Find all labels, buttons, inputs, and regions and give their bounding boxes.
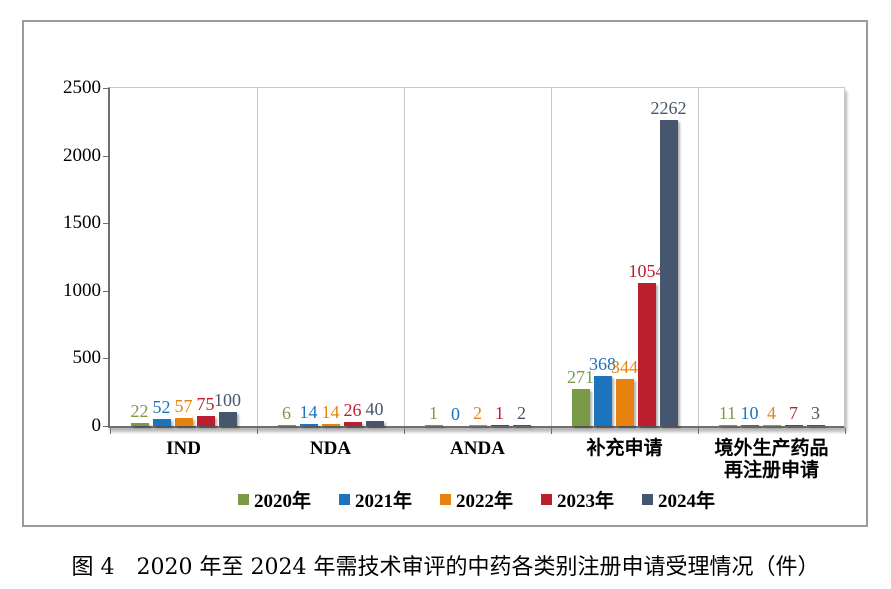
bar-value-label: 52 xyxy=(152,396,171,417)
bar-value-label: 271 xyxy=(567,367,594,388)
x-axis-tick-mark xyxy=(257,428,258,434)
bar-2022年-境外生产药品 再注册申请 xyxy=(762,424,781,426)
y-axis-tick-label: 0 xyxy=(91,415,102,436)
y-axis-tick-mark xyxy=(103,223,110,225)
bar-2024年-NDA xyxy=(365,420,384,426)
y-axis-tick-label: 2500 xyxy=(63,77,101,98)
category-label-补充申请: 补充申请 xyxy=(586,438,663,459)
bar-value-label: 4 xyxy=(767,402,776,423)
x-axis-tick-mark xyxy=(698,428,699,434)
bar-2022年-补充申请 xyxy=(615,379,634,426)
legend-swatch-icon xyxy=(439,493,451,505)
x-axis-tick-mark xyxy=(110,428,111,434)
bar-value-label: 7 xyxy=(789,402,798,423)
y-axis-tick-label: 1500 xyxy=(63,212,101,234)
y-axis-tick-mark xyxy=(103,426,110,427)
bar-2024年-境外生产药品 再注册申请 xyxy=(806,424,825,426)
legend: 2020年 2021年 2022年 2023年 2024年 xyxy=(108,486,845,513)
y-axis-tick-mark xyxy=(103,358,110,360)
legend-item-2023年: 2023年 xyxy=(541,486,614,513)
bar-value-label: 344 xyxy=(611,357,638,378)
legend-swatch-icon xyxy=(541,493,552,505)
legend-item-2022年: 2022年 xyxy=(439,486,513,513)
category-label-NDA: NDA xyxy=(309,438,352,459)
bar-2020年-境外生产药品 再注册申请 xyxy=(718,424,737,426)
legend-label: 2023年 xyxy=(557,490,615,512)
bar-2024年-补充申请 xyxy=(659,120,678,426)
bar-value-label: 1054 xyxy=(628,261,665,282)
bar-value-label: 11 xyxy=(718,402,737,423)
plot-area xyxy=(108,87,845,428)
panel-divider xyxy=(257,88,258,426)
y-axis-tick-label: 2000 xyxy=(63,144,101,166)
panel-divider xyxy=(404,88,405,426)
bar-2024年-ANDA xyxy=(512,424,531,426)
legend-item-2024年: 2024年 xyxy=(642,486,715,513)
bar-value-label: 100 xyxy=(214,390,241,411)
bar-value-label: 0 xyxy=(451,404,460,424)
category-label-境外生产药品: 境外生产药品 再注册申请 xyxy=(714,438,829,482)
legend-label: 2020年 xyxy=(253,490,311,512)
bar-2020年-补充申请 xyxy=(571,389,590,426)
y-axis-tick-label: 500 xyxy=(72,347,102,369)
bar-2021年-补充申请 xyxy=(593,376,612,426)
bar-value-label: 3 xyxy=(811,402,820,423)
bar-2021年-IND xyxy=(152,418,171,426)
x-axis-tick-mark xyxy=(551,428,552,434)
panel-divider xyxy=(698,88,699,426)
bar-2021年-NDA xyxy=(299,424,318,426)
bar-2023年-NDA xyxy=(343,422,362,426)
legend-swatch-icon xyxy=(237,493,249,505)
bar-value-label: 57 xyxy=(174,396,193,417)
legend-swatch-icon xyxy=(338,493,350,505)
bar-value-label: 1 xyxy=(429,402,438,423)
bar-value-label: 40 xyxy=(365,398,384,419)
legend-label: 2021年 xyxy=(354,490,412,512)
legend-swatch-icon xyxy=(642,493,654,505)
bar-value-label: 2 xyxy=(517,402,526,423)
x-axis-tick-mark xyxy=(404,428,405,434)
legend-item-2020年: 2020年 xyxy=(237,486,311,513)
bar-2022年-IND xyxy=(174,418,193,426)
y-axis-tick-label: 1000 xyxy=(63,279,101,301)
bar-2020年-ANDA xyxy=(424,424,443,426)
bar-value-label: 2 xyxy=(473,402,482,423)
bar-2023年-补充申请 xyxy=(637,283,656,426)
bar-value-label: 75 xyxy=(196,393,215,414)
bar-2022年-ANDA xyxy=(468,424,487,426)
panel-divider xyxy=(551,88,552,426)
bar-2020年-IND xyxy=(130,423,149,426)
bar-2023年-ANDA xyxy=(490,424,509,426)
bar-value-label: 10 xyxy=(740,402,759,423)
legend-item-2021年: 2021年 xyxy=(338,486,412,513)
category-label-ANDA: ANDA xyxy=(450,438,505,459)
bar-value-label: 14 xyxy=(299,402,318,423)
bar-2023年-IND xyxy=(196,415,215,426)
legend-label: 2024年 xyxy=(658,490,716,512)
bar-value-label: 22 xyxy=(130,401,149,422)
bar-2024年-IND xyxy=(218,412,237,426)
bar-value-label: 6 xyxy=(282,402,291,423)
y-axis-tick-mark xyxy=(103,155,110,157)
x-axis-tick-mark xyxy=(845,428,846,434)
bar-2021年-境外生产药品 再注册申请 xyxy=(740,424,759,426)
bar-2022年-NDA xyxy=(321,424,340,426)
figure-caption: 图 4 2020 年至 2024 年需技术审评的中药各类别注册申请受理情况（件） xyxy=(71,555,820,580)
bar-value-label: 368 xyxy=(589,354,616,375)
bar-value-label: 14 xyxy=(321,402,340,423)
y-axis-tick-mark xyxy=(103,88,110,89)
bar-2023年-境外生产药品 再注册申请 xyxy=(784,424,803,426)
category-label-IND: IND xyxy=(166,438,201,459)
bar-value-label: 26 xyxy=(343,400,362,421)
legend-label: 2022年 xyxy=(455,490,513,512)
y-axis-tick-mark xyxy=(103,290,110,292)
bar-value-label: 2262 xyxy=(650,98,687,119)
bar-value-label: 1 xyxy=(495,402,504,423)
bar-2020年-NDA xyxy=(277,424,296,426)
